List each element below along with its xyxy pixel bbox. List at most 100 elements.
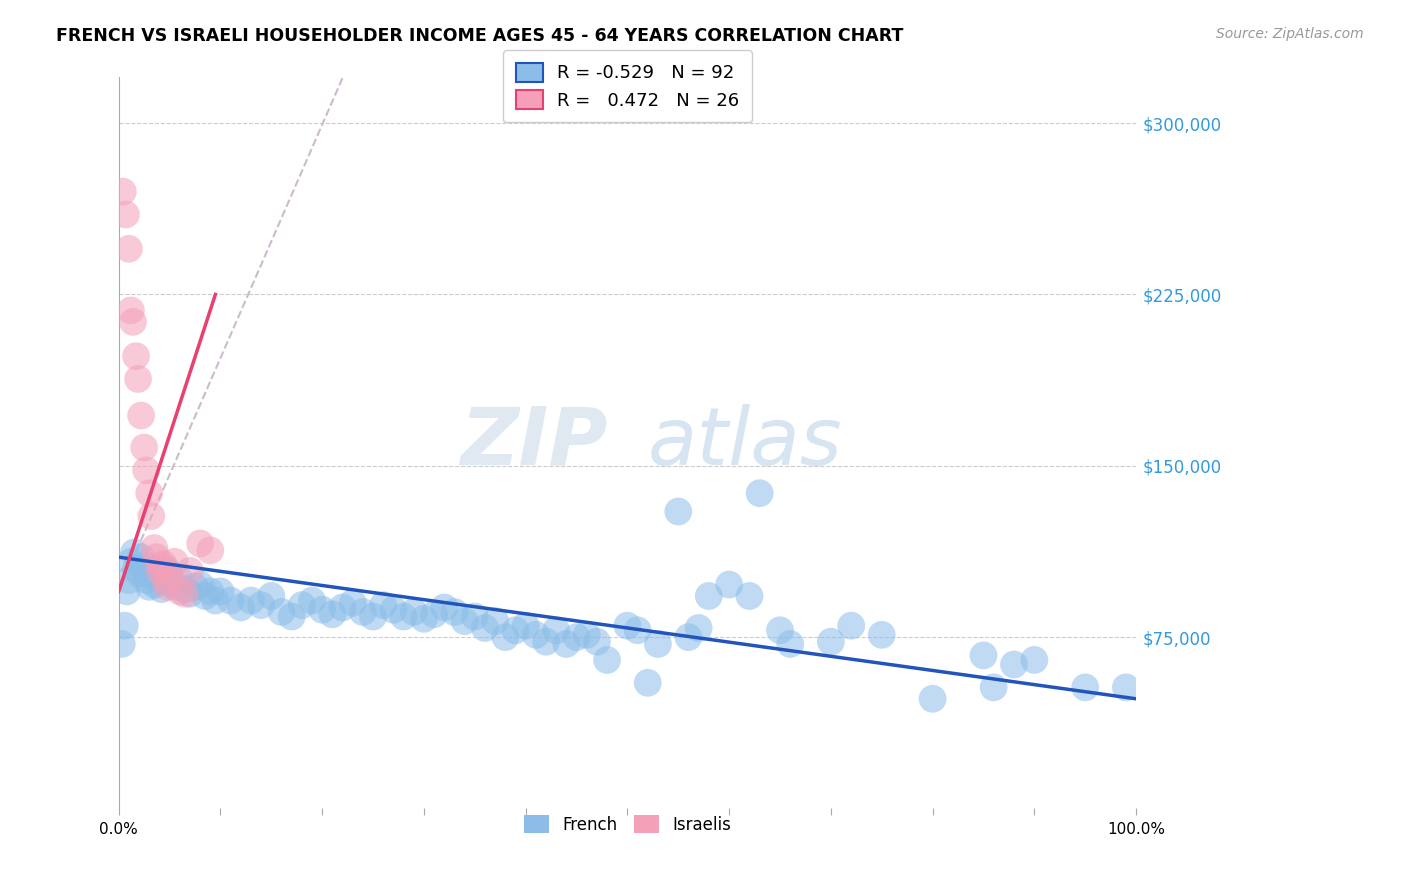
Point: [1115, 681, 1137, 695]
Point: [280, 609, 302, 624]
Point: [115, 584, 138, 599]
Point: [373, 598, 395, 612]
Point: [141, 509, 163, 524]
Point: [270, 605, 292, 619]
Point: [150, 559, 173, 574]
Point: [173, 587, 195, 601]
Point: [524, 628, 547, 642]
Point: [152, 573, 174, 587]
Point: [1074, 681, 1097, 695]
Point: [921, 691, 943, 706]
Point: [311, 603, 333, 617]
Point: [159, 566, 181, 581]
Point: [111, 185, 134, 199]
Point: [626, 624, 648, 638]
Point: [163, 580, 186, 594]
Point: [433, 600, 456, 615]
Point: [820, 634, 842, 648]
Point: [332, 600, 354, 615]
Point: [169, 573, 191, 587]
Point: [321, 607, 343, 622]
Point: [443, 605, 465, 619]
Point: [135, 573, 157, 587]
Point: [494, 630, 516, 644]
Point: [546, 624, 568, 638]
Point: [453, 614, 475, 628]
Point: [738, 589, 761, 603]
Point: [156, 575, 179, 590]
Point: [163, 555, 186, 569]
Point: [534, 634, 557, 648]
Point: [125, 561, 148, 575]
Point: [173, 582, 195, 596]
Point: [179, 564, 201, 578]
Point: [769, 624, 792, 638]
Point: [155, 573, 177, 587]
Point: [125, 349, 148, 363]
Text: FRENCH VS ISRAELI HOUSEHOLDER INCOME AGES 45 - 64 YEARS CORRELATION CHART: FRENCH VS ISRAELI HOUSEHOLDER INCOME AGE…: [56, 27, 904, 45]
Point: [115, 207, 138, 221]
Point: [291, 598, 314, 612]
Point: [505, 624, 527, 638]
Point: [392, 609, 415, 624]
Point: [141, 568, 163, 582]
Point: [464, 609, 486, 624]
Point: [120, 555, 142, 569]
Point: [156, 580, 179, 594]
Point: [155, 561, 177, 575]
Point: [361, 609, 384, 624]
Point: [152, 557, 174, 571]
Point: [1002, 657, 1025, 672]
Point: [150, 582, 173, 596]
Point: [159, 568, 181, 582]
Point: [342, 596, 364, 610]
Point: [423, 607, 446, 622]
Point: [748, 486, 770, 500]
Point: [779, 637, 801, 651]
Point: [143, 541, 166, 555]
Point: [413, 612, 436, 626]
Point: [229, 600, 252, 615]
Point: [718, 577, 741, 591]
Point: [129, 409, 152, 423]
Point: [839, 618, 862, 632]
Point: [666, 504, 689, 518]
Point: [145, 550, 167, 565]
Point: [586, 634, 609, 648]
Point: [200, 543, 222, 558]
Legend: French, Israelis: French, Israelis: [513, 805, 741, 844]
Point: [972, 648, 994, 663]
Point: [118, 573, 141, 587]
Point: [688, 621, 710, 635]
Text: atlas: atlas: [648, 404, 842, 482]
Point: [402, 605, 425, 619]
Point: [382, 603, 405, 617]
Point: [697, 589, 720, 603]
Point: [138, 486, 160, 500]
Point: [120, 303, 142, 318]
Point: [169, 584, 191, 599]
Point: [111, 637, 134, 651]
Point: [135, 463, 157, 477]
Point: [575, 628, 598, 642]
Point: [148, 564, 170, 578]
Point: [352, 605, 374, 619]
Point: [1024, 653, 1046, 667]
Point: [474, 621, 496, 635]
Point: [138, 580, 160, 594]
Point: [128, 566, 150, 581]
Point: [114, 618, 136, 632]
Point: [565, 630, 588, 644]
Point: [204, 593, 226, 607]
Point: [616, 618, 638, 632]
Point: [678, 630, 700, 644]
Point: [200, 584, 222, 599]
Point: [129, 550, 152, 565]
Point: [122, 545, 145, 559]
Point: [596, 653, 619, 667]
Point: [250, 598, 273, 612]
Text: Source: ZipAtlas.com: Source: ZipAtlas.com: [1216, 27, 1364, 41]
Text: ZIP: ZIP: [460, 404, 607, 482]
Point: [143, 577, 166, 591]
Point: [146, 564, 169, 578]
